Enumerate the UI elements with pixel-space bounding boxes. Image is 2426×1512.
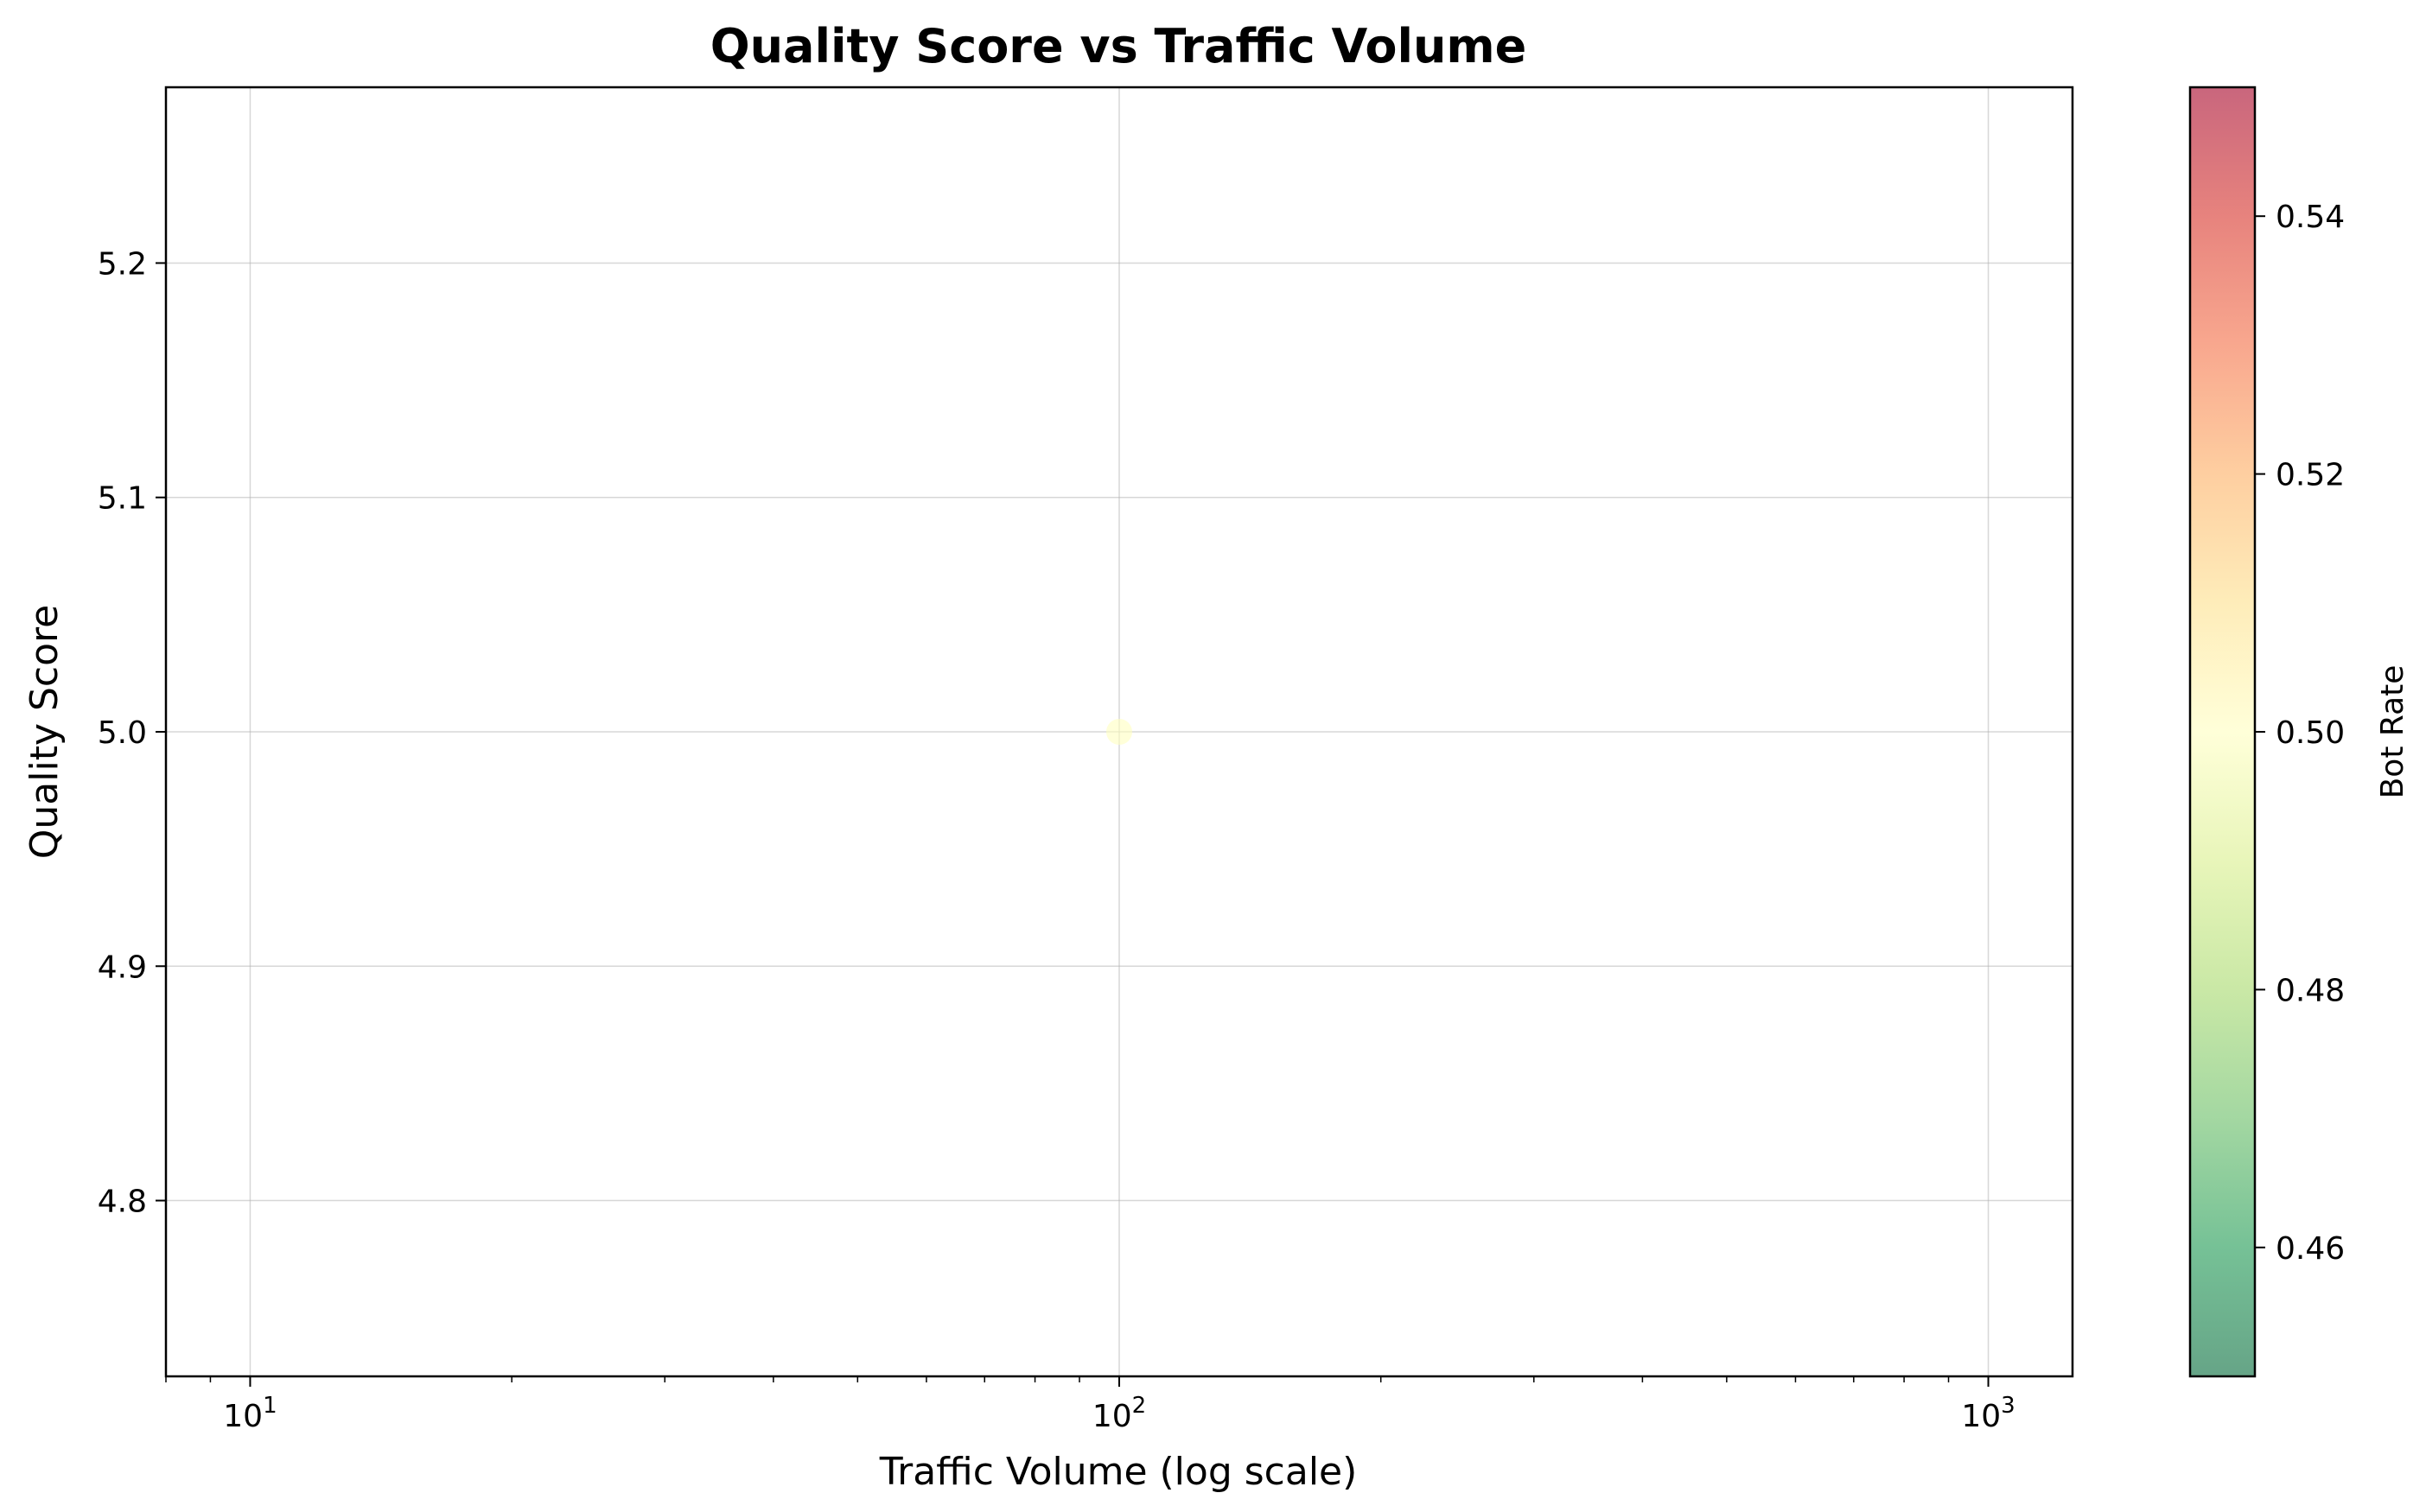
colorbar-tick-label: 0.52: [2276, 458, 2345, 493]
colorbar-label: Bot Rate: [2375, 665, 2410, 799]
colorbar-tick-label: 0.48: [2276, 973, 2345, 1008]
colorbar-tick-label: 0.50: [2276, 715, 2345, 751]
x-tick-label: 101: [223, 1393, 277, 1434]
x-tick-label-exponent: 3: [2001, 1393, 2015, 1419]
y-tick-label: 5.2: [98, 246, 147, 282]
x-tick-label-base: 10: [1092, 1399, 1132, 1434]
y-axis-ticks: 4.8 4.9 5.0 5.1 5.2: [98, 246, 166, 1220]
y-tick-label: 5.0: [98, 715, 147, 751]
x-axis-ticks: 101 102 103: [165, 1376, 2015, 1434]
x-tick-label-base: 10: [223, 1399, 263, 1434]
colorbar-tick-label: 0.46: [2276, 1231, 2345, 1267]
x-tick-label: 103: [1961, 1393, 2015, 1434]
x-tick-label: 102: [1092, 1393, 1146, 1434]
colorbar-tick-label: 0.54: [2276, 200, 2345, 235]
x-tick-label-exponent: 2: [1132, 1393, 1147, 1419]
x-axis-label: Traffic Volume (log scale): [879, 1450, 1358, 1494]
y-tick-label: 4.9: [98, 950, 147, 985]
colorbar: [2190, 87, 2255, 1376]
x-tick-label-base: 10: [1961, 1399, 2001, 1434]
y-tick-label: 4.8: [98, 1185, 147, 1220]
chart-title: Quality Score vs Traffic Volume: [710, 19, 1527, 73]
x-tick-label-exponent: 1: [263, 1393, 277, 1419]
y-tick-label: 5.1: [98, 481, 147, 517]
y-axis-label: Quality Score: [22, 605, 67, 859]
colorbar-ticks: 0.46 0.48 0.50 0.52 0.54: [2255, 200, 2345, 1267]
scatter-point: [1106, 719, 1132, 745]
scatter-points: [1106, 719, 1132, 745]
